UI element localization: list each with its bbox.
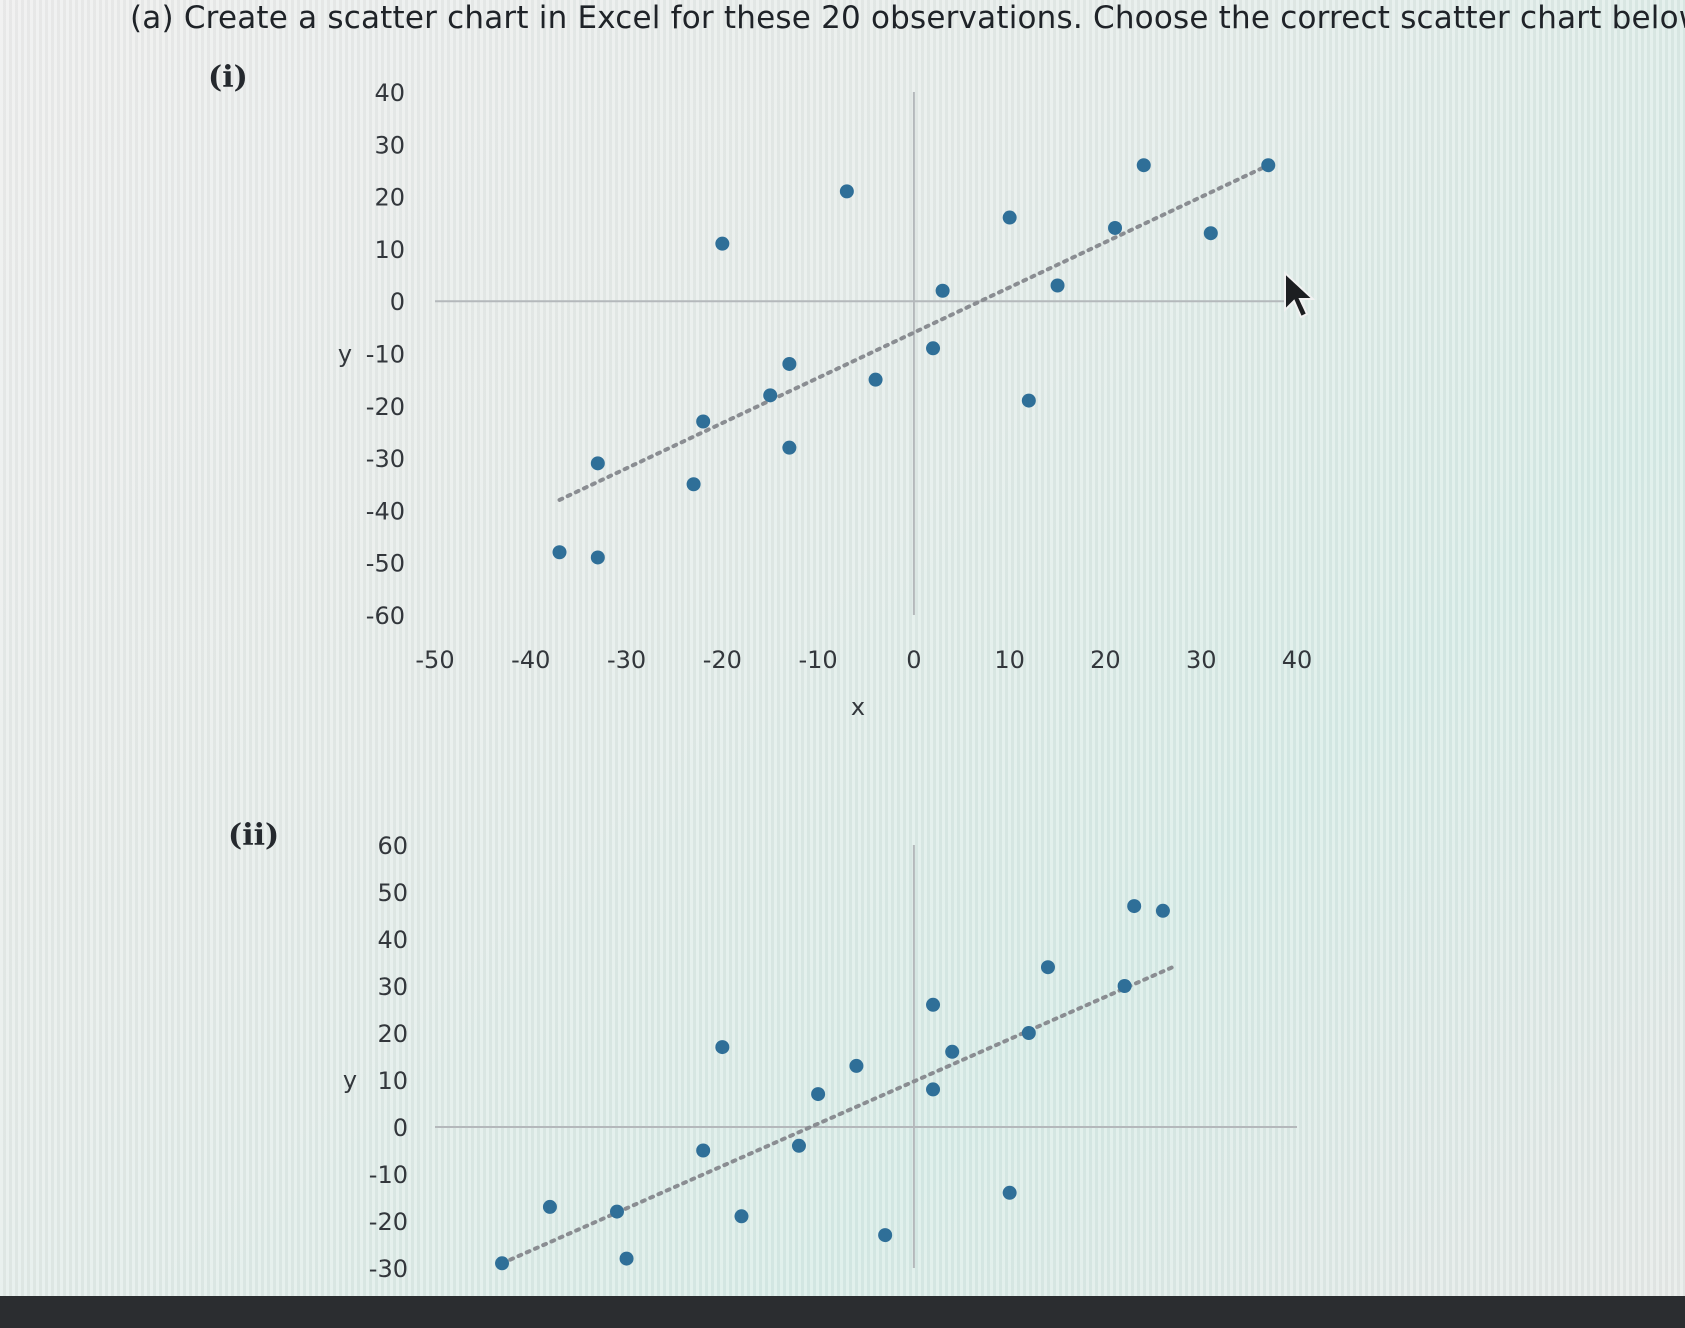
y-tick-label: 30 <box>377 973 408 1001</box>
data-point <box>811 1087 826 1102</box>
y-tick-label: 60 <box>377 832 408 860</box>
data-point <box>1021 393 1036 408</box>
y-tick-label: 20 <box>374 184 405 212</box>
data-point <box>791 1138 806 1153</box>
y-tick-label: -60 <box>366 602 405 630</box>
x-tick-label: 20 <box>1090 646 1121 674</box>
y-tick-label: 30 <box>374 131 405 159</box>
data-point <box>1002 210 1017 225</box>
screen-bezel <box>0 1296 1685 1328</box>
scatter-chart-i: 40 30 20 10 0 -10 -20 -30 -40 -50 -60 -50 -40 -30 -20 -… <box>338 79 1312 1283</box>
y-axis-title: y <box>343 1066 357 1094</box>
data-point <box>542 1199 557 1214</box>
data-point <box>926 997 941 1012</box>
x-tick-label: 10 <box>994 646 1025 674</box>
data-point <box>1117 979 1132 993</box>
data-point <box>1040 960 1055 975</box>
data-point <box>590 456 605 471</box>
mouse-cursor-icon <box>1282 270 1322 330</box>
data-point <box>619 1251 634 1266</box>
data-point <box>696 1143 711 1158</box>
data-point <box>782 440 797 455</box>
data-point <box>495 1256 510 1271</box>
x-axis-title: x <box>851 693 865 721</box>
x-tick-label: -30 <box>607 646 646 674</box>
data-point <box>1261 158 1276 173</box>
x-tick-label: 0 <box>906 646 921 674</box>
y-tick-label: -10 <box>366 341 405 369</box>
y-tick-label: -20 <box>366 393 405 421</box>
x-tick-label: -10 <box>799 646 838 674</box>
data-point <box>926 1082 941 1097</box>
data-point <box>1050 278 1065 293</box>
data-point <box>935 283 950 298</box>
data-point <box>782 356 797 371</box>
y-tick-label: 50 <box>377 879 408 907</box>
y-tick-label: -20 <box>369 1208 408 1236</box>
trendline-i <box>557 163 1271 502</box>
data-point <box>686 477 701 492</box>
y-tick-label: -10 <box>369 1161 408 1189</box>
x-tick-label: -20 <box>703 646 742 674</box>
data-point <box>926 341 941 356</box>
data-point <box>1127 899 1142 914</box>
chart-i-group: 40 30 20 10 0 -10 -20 -30 -40 -50 -60 -50 -40 -30 -20 -… <box>338 79 1312 721</box>
y-tick-label: 40 <box>377 926 408 954</box>
paper-background <box>0 0 1685 1296</box>
data-point <box>734 1209 749 1224</box>
data-point <box>1021 1026 1036 1040</box>
trendline-ii <box>500 965 1175 1266</box>
data-point <box>1002 1185 1017 1200</box>
x-tick-label: -50 <box>415 646 454 674</box>
y-tick-label: -30 <box>366 445 405 473</box>
y-tick-label: -50 <box>366 550 405 578</box>
data-point <box>715 1040 730 1055</box>
y-tick-label: 20 <box>377 1020 408 1048</box>
y-tick-label: 0 <box>390 288 405 316</box>
y-tick-label: -30 <box>369 1255 408 1283</box>
data-point <box>696 414 711 429</box>
y-tick-label: 10 <box>374 236 405 264</box>
data-point <box>715 236 730 251</box>
data-point <box>849 1058 864 1073</box>
x-tick-label: 40 <box>1282 646 1313 674</box>
data-point <box>878 1228 893 1243</box>
chart-i-label[interactable]: (i) <box>208 60 248 95</box>
data-point <box>1155 903 1170 918</box>
y-tick-label: 10 <box>377 1067 408 1095</box>
data-point <box>945 1044 960 1059</box>
data-point <box>1203 226 1218 241</box>
data-point <box>1136 158 1151 173</box>
y-tick-label: -40 <box>366 497 405 525</box>
question-text: (a) Create a scatter chart in Excel for … <box>130 0 1685 36</box>
chart-ii-label[interactable]: (ii) <box>228 818 280 853</box>
y-tick-label: 0 <box>393 1114 408 1142</box>
data-point <box>763 388 778 403</box>
y-axis-title: y <box>338 340 352 368</box>
data-point <box>590 550 605 565</box>
data-point <box>552 545 567 560</box>
data-point <box>839 184 854 199</box>
data-point <box>1108 220 1123 235</box>
data-point <box>868 372 883 387</box>
chart-ii-group: 60 50 40 30 20 10 0 -10 -20 -30 y <box>343 832 1297 1283</box>
x-tick-label: -40 <box>511 646 550 674</box>
y-tick-label: 40 <box>374 79 405 107</box>
data-point <box>609 1204 624 1219</box>
x-tick-label: 30 <box>1186 646 1217 674</box>
